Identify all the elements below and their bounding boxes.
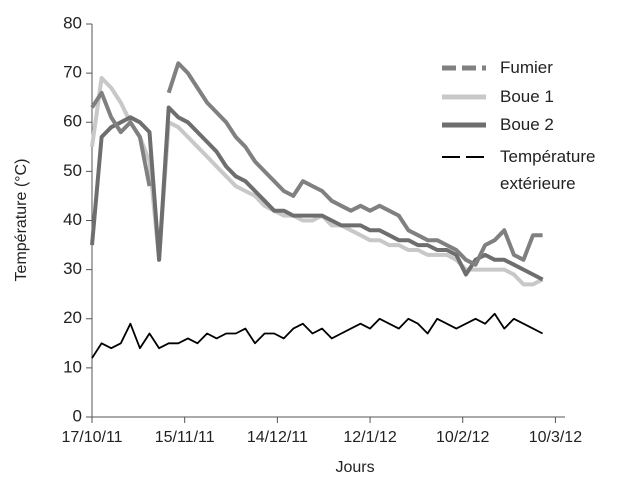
series-line xyxy=(91,312,544,359)
x-tick-label: 10/2/12 xyxy=(436,429,489,446)
x-tick-label: 12/1/12 xyxy=(343,429,396,446)
y-tick-label: 40 xyxy=(63,210,82,229)
x-tick-label: 17/10/11 xyxy=(61,429,122,446)
x-axis-title: Jours xyxy=(335,459,374,476)
series-line xyxy=(90,105,544,282)
y-tick-label: 20 xyxy=(63,308,82,327)
y-tick-label: 0 xyxy=(73,406,82,425)
x-tick-label: 15/11/11 xyxy=(155,429,215,446)
legend-label: Boue 2 xyxy=(500,115,554,134)
series-line xyxy=(90,61,543,267)
x-tick-label: 14/12/11 xyxy=(247,429,308,446)
y-axis-title: Température (°C) xyxy=(13,159,30,282)
legend-label: Fumier xyxy=(500,58,553,77)
y-tick-label: 30 xyxy=(63,259,82,278)
y-tick-label: 60 xyxy=(63,112,82,131)
y-tick-label: 50 xyxy=(63,161,82,180)
legend-label: Température extérieure xyxy=(500,147,596,193)
y-tick-label: 10 xyxy=(63,357,82,376)
y-tick-label: 80 xyxy=(63,13,82,32)
legend-label: Boue 1 xyxy=(500,87,554,106)
y-tick-label: 70 xyxy=(63,63,82,82)
x-tick-label: 10/3/12 xyxy=(529,429,582,446)
